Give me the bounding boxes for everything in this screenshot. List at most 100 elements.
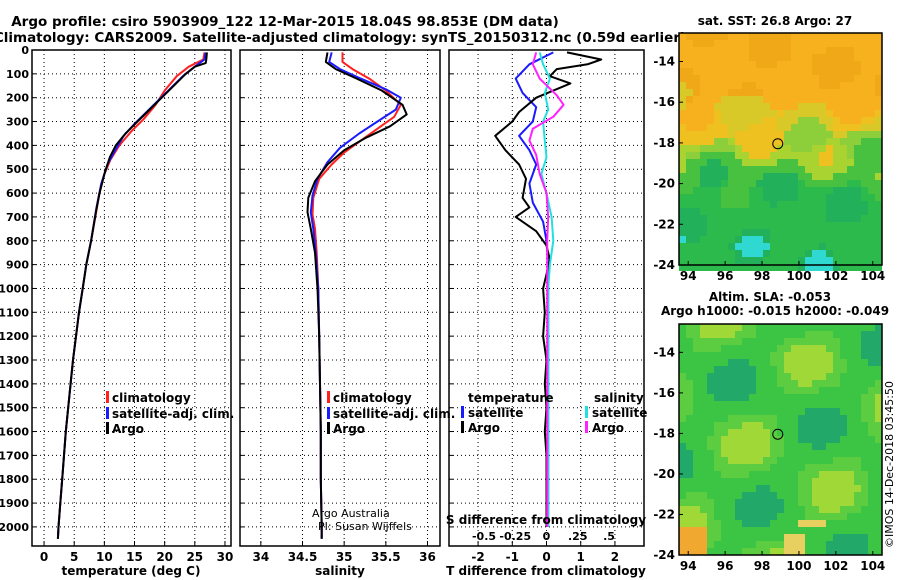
map-cell bbox=[840, 187, 847, 194]
map-cell bbox=[756, 338, 763, 345]
legend-label-climatology: climatology bbox=[333, 391, 412, 405]
map-cell bbox=[784, 243, 791, 250]
map-cell bbox=[854, 450, 861, 457]
map-cell bbox=[784, 534, 791, 541]
map-cell bbox=[742, 47, 749, 54]
map-cell bbox=[868, 541, 875, 548]
map-cell bbox=[819, 124, 826, 131]
map-cell bbox=[805, 527, 812, 534]
map-cell bbox=[714, 457, 721, 464]
map-cell bbox=[812, 345, 819, 352]
map-cell bbox=[756, 166, 763, 173]
y-tick-label: -24 bbox=[653, 258, 675, 272]
map-cell bbox=[686, 478, 693, 485]
map-cell bbox=[777, 222, 784, 229]
x-tick-label: 104 bbox=[860, 559, 885, 573]
map-cell bbox=[763, 352, 770, 359]
map-cell bbox=[868, 338, 875, 345]
map-cell bbox=[847, 513, 854, 520]
map-cell bbox=[707, 243, 714, 250]
map-cell bbox=[812, 387, 819, 394]
map-cell bbox=[812, 471, 819, 478]
map-cell bbox=[847, 236, 854, 243]
map-cell bbox=[714, 352, 721, 359]
map-cell bbox=[854, 352, 861, 359]
map-cell bbox=[791, 352, 798, 359]
map-cell bbox=[791, 138, 798, 145]
map-cell bbox=[819, 373, 826, 380]
map-cell bbox=[721, 180, 728, 187]
map-cell bbox=[763, 236, 770, 243]
map-cell bbox=[721, 82, 728, 89]
map-cell bbox=[826, 394, 833, 401]
map-cell bbox=[693, 478, 700, 485]
x-tick-label: 102 bbox=[823, 559, 848, 573]
map-cell bbox=[868, 68, 875, 75]
map-cell bbox=[756, 194, 763, 201]
map-cell bbox=[700, 110, 707, 117]
map-cell bbox=[854, 187, 861, 194]
map-cell bbox=[679, 68, 686, 75]
map-cell bbox=[861, 68, 868, 75]
map-cell bbox=[756, 180, 763, 187]
map-cell bbox=[819, 96, 826, 103]
map-cell bbox=[714, 166, 721, 173]
map-cell bbox=[721, 527, 728, 534]
map-cell bbox=[826, 145, 833, 152]
map-cell bbox=[728, 54, 735, 61]
map-cell bbox=[861, 131, 868, 138]
map-cell bbox=[700, 250, 707, 257]
map-cell bbox=[833, 75, 840, 82]
map-cell bbox=[826, 236, 833, 243]
map-cell bbox=[763, 75, 770, 82]
map-cell bbox=[686, 324, 693, 331]
map-cell bbox=[735, 443, 742, 450]
y-tick-label: -24 bbox=[653, 548, 675, 562]
map-cell bbox=[686, 408, 693, 415]
map-cell bbox=[686, 380, 693, 387]
map-cell bbox=[749, 110, 756, 117]
map-cell bbox=[791, 159, 798, 166]
map-cell bbox=[840, 89, 847, 96]
map-cell bbox=[875, 250, 882, 257]
map-cell bbox=[693, 541, 700, 548]
map-cell bbox=[714, 82, 721, 89]
map-cell bbox=[875, 450, 882, 457]
map-cell bbox=[728, 534, 735, 541]
map-cell bbox=[784, 387, 791, 394]
map-cell bbox=[700, 436, 707, 443]
map-cell bbox=[875, 243, 882, 250]
map-cell bbox=[826, 401, 833, 408]
map-cell bbox=[728, 250, 735, 257]
map-cell bbox=[861, 201, 868, 208]
map-cell bbox=[777, 338, 784, 345]
map-cell bbox=[777, 131, 784, 138]
map-cell bbox=[868, 401, 875, 408]
map-cell bbox=[784, 471, 791, 478]
map-cell bbox=[777, 215, 784, 222]
map-cell bbox=[791, 82, 798, 89]
map-cell bbox=[840, 345, 847, 352]
map-cell bbox=[693, 222, 700, 229]
map-cell bbox=[735, 96, 742, 103]
map-cell bbox=[735, 54, 742, 61]
map-cell bbox=[749, 394, 756, 401]
map-cell bbox=[721, 110, 728, 117]
map-cell bbox=[693, 201, 700, 208]
map-cell bbox=[854, 110, 861, 117]
map-cell bbox=[693, 352, 700, 359]
map-cell bbox=[791, 54, 798, 61]
map-cell bbox=[777, 324, 784, 331]
map-cell bbox=[777, 485, 784, 492]
plot-frame bbox=[31, 49, 232, 547]
map-cell bbox=[791, 75, 798, 82]
map-cell bbox=[798, 152, 805, 159]
map-cell bbox=[756, 159, 763, 166]
map-cell bbox=[833, 506, 840, 513]
x-tick-label: 96 bbox=[717, 269, 734, 283]
map-cell bbox=[854, 68, 861, 75]
map-cell bbox=[791, 415, 798, 422]
map-cell bbox=[840, 208, 847, 215]
map-cell bbox=[854, 222, 861, 229]
map-cell bbox=[805, 485, 812, 492]
